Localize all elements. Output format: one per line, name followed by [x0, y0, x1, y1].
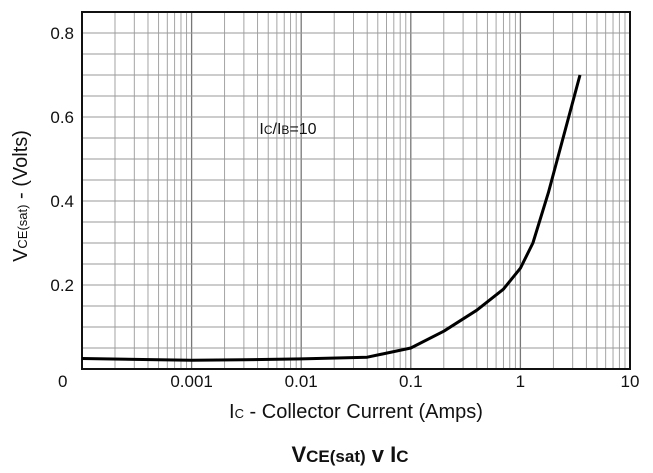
x-tick-label: 0.001: [170, 372, 213, 391]
x-tick-label: 10: [621, 372, 640, 391]
tick-labels: 0 0.001 0.01 0.1 1 10 0.2 0.4 0.6 0.8: [50, 24, 639, 391]
y-axis-title: VCE(sat) - (Volts): [10, 130, 32, 262]
plot-frame: [81, 11, 631, 370]
series-line: [81, 74, 582, 362]
y-tick-label: 0.2: [50, 276, 74, 295]
x-tick-label: 0.1: [399, 372, 423, 391]
annotation: IC/IB=10: [259, 121, 316, 138]
y-tick-label: 0.6: [50, 108, 74, 127]
y-tick-label: 0.4: [50, 192, 74, 211]
grid: [82, 12, 630, 369]
chart-title: VCE(sat) v IC: [291, 442, 408, 467]
x-axis-title: IC - Collector Current (Amps): [229, 401, 483, 423]
x-tick-label: 0: [58, 372, 67, 391]
x-tick-label: 0.01: [285, 372, 318, 391]
x-tick-label: 1: [516, 372, 525, 391]
y-tick-label: 0.8: [50, 24, 74, 43]
